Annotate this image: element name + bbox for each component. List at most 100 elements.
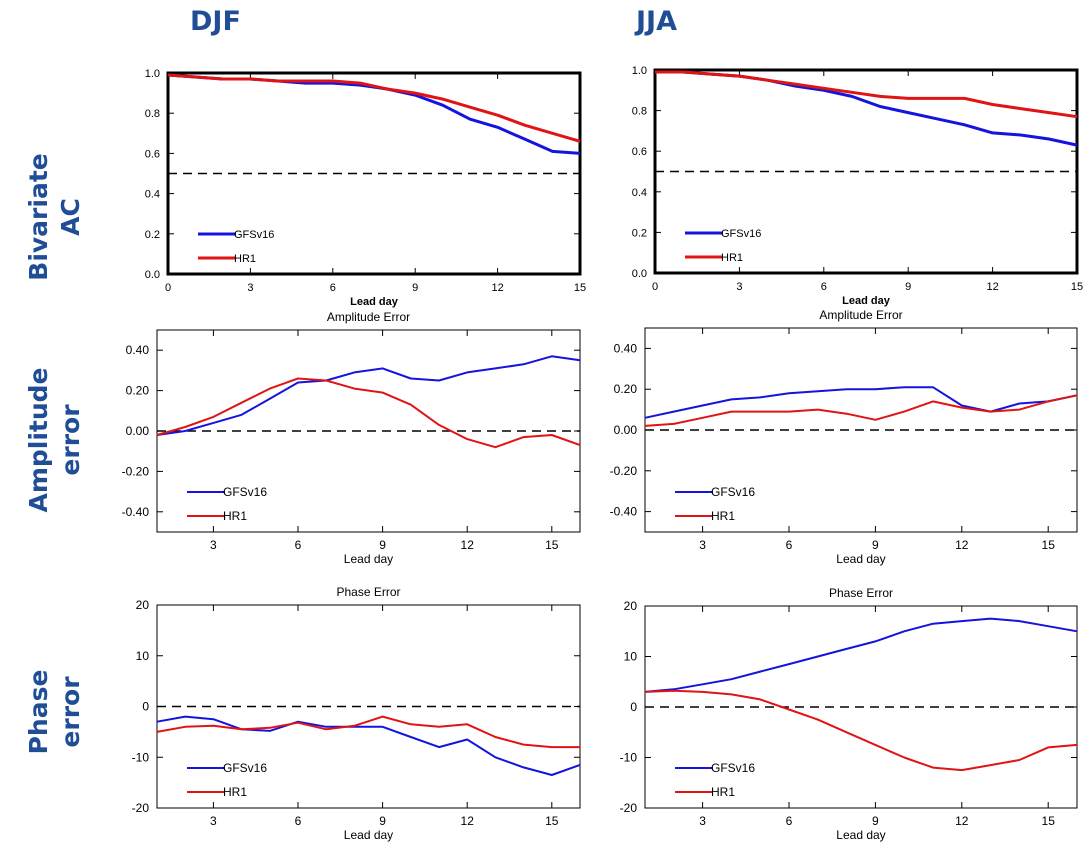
x-tick-label: 9 — [379, 538, 386, 552]
x-tick-label: 12 — [955, 538, 969, 552]
chart-jja-phase: 3 6 9 12 15 -20 -10 0 10 20 GFSv16 HR1 Lead day Phase… — [620, 586, 1078, 842]
x-tick-label: 3 — [210, 814, 217, 828]
legend-label: HR1 — [223, 509, 247, 523]
series-line-gfsv16 — [644, 386, 1078, 419]
y-tick-label: 0.20 — [126, 384, 150, 398]
x-axis-label: Lead day — [842, 295, 891, 307]
x-axis-label: Lead day — [836, 828, 885, 842]
x-tick-label: 12 — [491, 282, 503, 294]
y-tick-label: 0.40 — [126, 343, 150, 357]
y-tick-label: -0.40 — [122, 505, 150, 519]
chart-djf-phase: 3 6 9 12 15 -20 -10 0 10 20 GFSv16 HR1 Lead day Phase… — [132, 585, 581, 842]
series-line-gfsv16 — [644, 617, 1078, 693]
y-tick-label: -20 — [620, 801, 638, 815]
x-tick-label: 15 — [574, 282, 586, 294]
chart-title: Phase Error — [336, 585, 400, 599]
x-tick-label: 6 — [786, 538, 793, 552]
x-tick-label: 6 — [295, 538, 302, 552]
chart-title: Amplitude Error — [819, 308, 902, 322]
y-tick-label: 0.0 — [632, 268, 647, 280]
x-tick-label: 12 — [955, 814, 969, 828]
x-tick-label: 6 — [295, 814, 302, 828]
series-line-hr1 — [655, 70, 1078, 119]
y-tick-label: 0.00 — [126, 424, 150, 438]
x-tick-label: 15 — [1042, 814, 1056, 828]
y-tick-label: 0.8 — [632, 106, 647, 118]
chart-djf-amp: 3 6 9 12 15 -0.40 -0.20 0.00 0.20 0.40 GFSv16 HR1 Le… — [122, 310, 581, 566]
chart-title: Amplitude Error — [327, 310, 410, 324]
x-tick-label: 9 — [379, 814, 386, 828]
y-tick-label: 0.4 — [632, 187, 647, 199]
y-tick-label: 0.2 — [145, 229, 160, 241]
y-tick-label: -10 — [132, 750, 150, 764]
x-axis-label: Lead day — [836, 552, 885, 566]
y-tick-label: 20 — [136, 598, 150, 612]
column-header-djf: DJF — [190, 6, 241, 37]
x-tick-label: 3 — [736, 281, 742, 293]
legend-label: GFSv16 — [721, 228, 761, 240]
legend-label: GFSv16 — [223, 761, 267, 775]
x-tick-label: 3 — [247, 282, 253, 294]
y-tick-label: 0 — [630, 700, 637, 714]
x-tick-label: 3 — [699, 538, 706, 552]
x-tick-label: 6 — [330, 282, 336, 294]
y-tick-label: 1.0 — [145, 68, 160, 80]
y-tick-label: -20 — [132, 801, 150, 815]
x-tick-label: 15 — [1042, 538, 1056, 552]
y-tick-label: 0.6 — [145, 148, 160, 160]
x-tick-label: 0 — [165, 282, 171, 294]
y-tick-label: 0.8 — [145, 108, 160, 120]
x-tick-label: 9 — [872, 814, 879, 828]
legend-label: HR1 — [223, 785, 247, 799]
y-tick-label: -0.40 — [610, 505, 638, 519]
x-tick-label: 0 — [652, 281, 658, 293]
y-tick-label: 0.4 — [145, 189, 160, 201]
series-line-gfsv16 — [156, 715, 581, 776]
y-tick-label: 0.2 — [632, 227, 647, 239]
legend-label: GFSv16 — [223, 485, 267, 499]
y-tick-label: -0.20 — [610, 464, 638, 478]
series-line-hr1 — [644, 689, 1078, 772]
x-tick-label: 15 — [545, 814, 559, 828]
series-line-hr1 — [167, 73, 581, 143]
x-tick-label: 12 — [461, 538, 475, 552]
x-tick-label: 9 — [872, 538, 879, 552]
legend-label: HR1 — [721, 252, 743, 264]
y-tick-label: -10 — [620, 751, 638, 765]
column-header-jja: JJA — [636, 6, 677, 37]
chart-title: Phase Error — [829, 586, 893, 600]
y-tick-label: 0 — [142, 700, 149, 714]
y-tick-label: 1.0 — [632, 65, 647, 77]
y-tick-label: 0.20 — [614, 382, 638, 396]
series-line-hr1 — [156, 377, 581, 449]
x-tick-label: 6 — [786, 814, 793, 828]
chart-djf-ac: 0 3 6 9 12 15 0.0 0.2 0.4 0.6 0.8 1.0 GFSv16 HR1 Lead … — [145, 68, 586, 308]
y-tick-label: 0.40 — [614, 341, 638, 355]
x-axis-label: Lead day — [344, 552, 393, 566]
y-tick-label: 20 — [624, 599, 638, 613]
legend-label: GFSv16 — [711, 761, 755, 775]
legend-label: HR1 — [234, 253, 256, 265]
x-tick-label: 6 — [821, 281, 827, 293]
chart-jja-ac: 0 3 6 9 12 15 0.0 0.2 0.4 0.6 0.8 1.0 GFSv16 HR1 Lead … — [632, 65, 1083, 307]
x-tick-label: 3 — [210, 538, 217, 552]
x-axis-label: Lead day — [350, 296, 399, 308]
x-tick-label: 9 — [905, 281, 911, 293]
y-tick-label: 0.6 — [632, 146, 647, 158]
y-tick-label: 0.0 — [145, 269, 160, 281]
x-tick-label: 12 — [461, 814, 475, 828]
y-tick-label: 0.00 — [614, 423, 638, 437]
x-tick-label: 15 — [545, 538, 559, 552]
legend-label: HR1 — [711, 785, 735, 799]
series-line-hr1 — [156, 715, 580, 749]
chart-jja-amp: 3 6 9 12 15 -0.40 -0.20 0.00 0.20 0.40 GFSv16 HR1 Le… — [610, 308, 1078, 566]
x-axis-label: Lead day — [344, 828, 393, 842]
legend-label: HR1 — [711, 509, 735, 523]
legend-label: GFSv16 — [234, 229, 274, 241]
series-line-hr1 — [644, 394, 1078, 427]
series-line-gfsv16 — [156, 355, 581, 436]
y-tick-label: 10 — [136, 649, 150, 663]
x-tick-label: 9 — [412, 282, 418, 294]
x-tick-label: 12 — [986, 281, 998, 293]
